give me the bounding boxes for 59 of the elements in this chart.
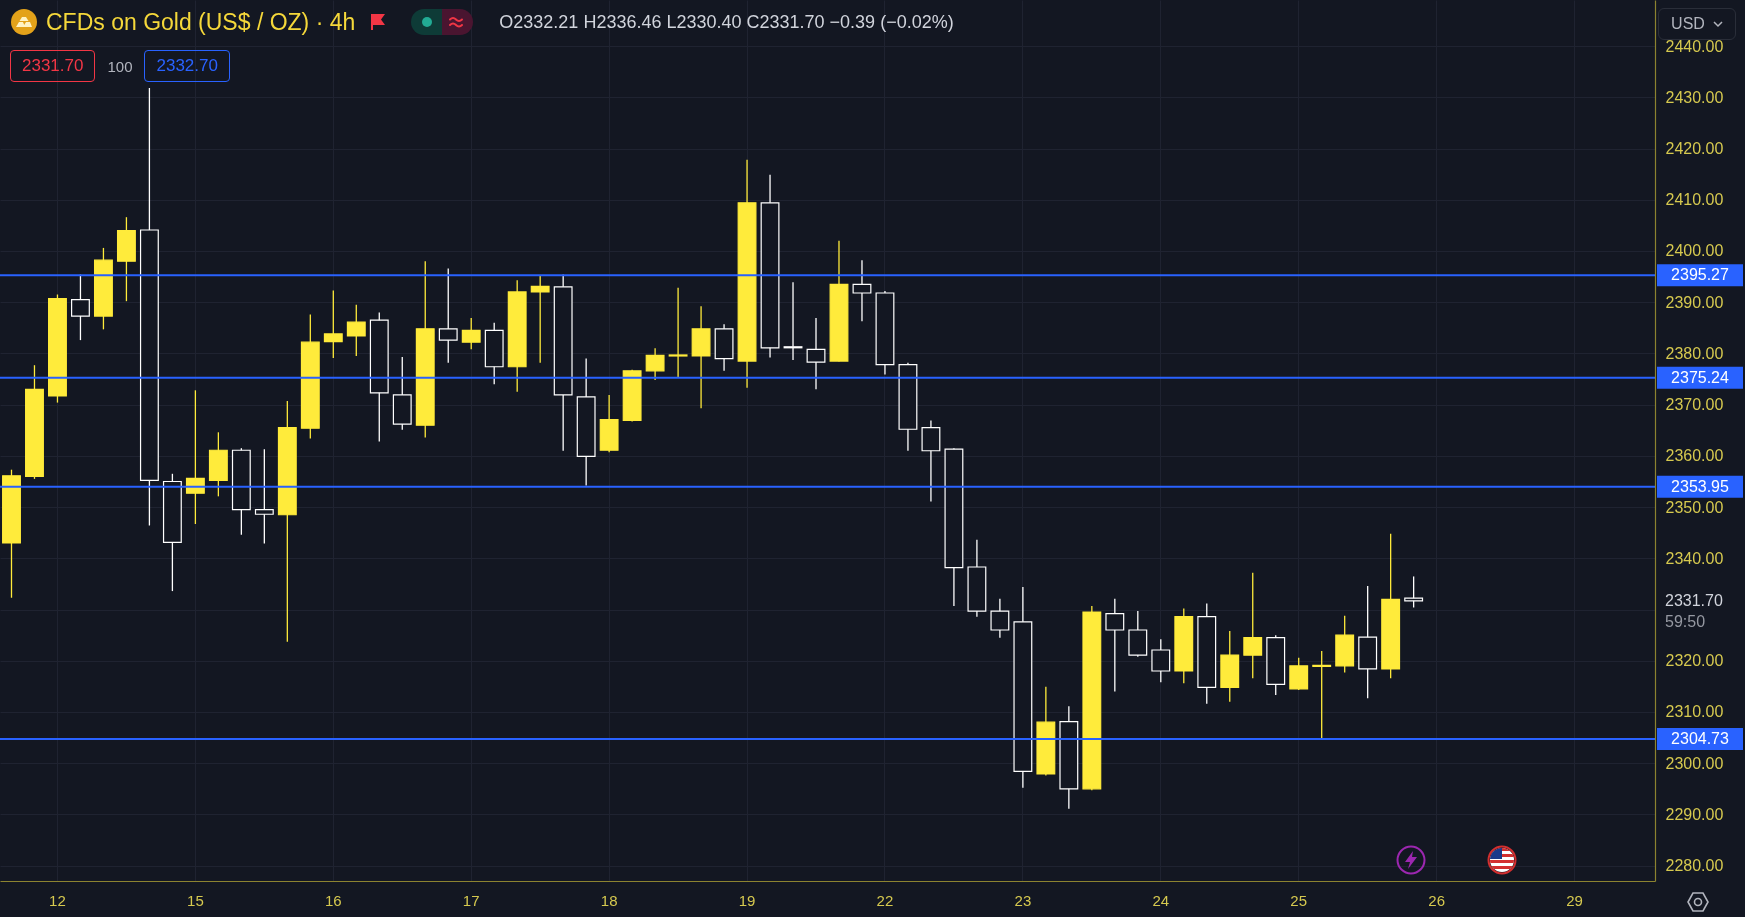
x-tick-label: 19 xyxy=(738,891,756,909)
y-tick-label: 2370.00 xyxy=(1665,396,1724,414)
y-tick-label: 2320.00 xyxy=(1665,652,1724,670)
candlestick xyxy=(254,448,274,545)
ref-line-label: 2304.73 xyxy=(1671,729,1730,747)
annotation: 2331.70 xyxy=(10,50,96,82)
candlestick xyxy=(1312,650,1332,741)
candlestick xyxy=(1243,572,1263,679)
text: USD xyxy=(1671,15,1705,33)
y-tick-label: 2350.00 xyxy=(1665,498,1724,516)
candlestick xyxy=(346,304,366,357)
candlestick xyxy=(438,267,458,364)
candlestick xyxy=(1151,638,1171,683)
text: 2331.70 xyxy=(1665,591,1723,609)
candlestick xyxy=(668,287,688,378)
x-tick-label: 18 xyxy=(600,891,618,909)
y-tick-label: 2440.00 xyxy=(1665,37,1724,55)
text: 59:50 xyxy=(1665,612,1706,630)
y-tick-label: 2420.00 xyxy=(1665,140,1724,158)
annotation: 100 xyxy=(106,57,134,75)
annotation: 2332.70 xyxy=(144,50,230,82)
chart-title: CFDs on Gold (US$ / OZ) · 4h xyxy=(46,8,356,36)
candlestick xyxy=(783,281,803,361)
text: O2332.21 H2336.46 L2330.40 C2331.70 −0.39 (−0.02%) xyxy=(499,11,954,33)
y-tick-label: 2380.00 xyxy=(1665,344,1724,362)
candlestick xyxy=(530,275,550,364)
y-tick-label: 2390.00 xyxy=(1665,293,1724,311)
y-tick-label: 2360.00 xyxy=(1665,447,1724,465)
candlestick xyxy=(806,317,826,390)
x-tick-label: 15 xyxy=(187,891,204,909)
y-tick-label: 2410.00 xyxy=(1665,191,1724,209)
y-tick-label: 2430.00 xyxy=(1665,88,1724,106)
y-tick-label: 2300.00 xyxy=(1665,754,1724,772)
x-tick-label: 24 xyxy=(1152,891,1170,909)
y-tick-label: 2280.00 xyxy=(1665,857,1724,875)
x-tick-label: 12 xyxy=(49,891,66,909)
y-tick-label: 2400.00 xyxy=(1665,242,1724,260)
x-tick-label: 29 xyxy=(1566,891,1583,909)
x-tick-label: 16 xyxy=(324,891,342,909)
candlestick xyxy=(921,419,941,503)
ref-line-label: 2353.95 xyxy=(1671,477,1730,495)
x-tick-label: 22 xyxy=(876,891,894,909)
candlestick xyxy=(1289,657,1309,691)
x-tick-label: 26 xyxy=(1428,891,1445,909)
x-tick-label: 23 xyxy=(1014,891,1032,909)
ref-line-label: 2395.27 xyxy=(1671,266,1730,284)
y-tick-label: 2290.00 xyxy=(1665,805,1724,823)
x-tick-label: 25 xyxy=(1290,891,1308,909)
y-tick-label: 2310.00 xyxy=(1665,703,1724,721)
x-tick-label: 17 xyxy=(462,891,480,909)
ref-line-label: 2375.24 xyxy=(1671,368,1730,386)
candlestick xyxy=(990,598,1010,639)
candlestick xyxy=(1105,598,1125,693)
candlestick xyxy=(852,259,872,322)
y-tick-label: 2340.00 xyxy=(1665,549,1724,567)
candlestick xyxy=(71,273,90,341)
candlestick xyxy=(645,347,665,381)
candlestick xyxy=(461,317,481,350)
candlestick xyxy=(323,289,343,359)
